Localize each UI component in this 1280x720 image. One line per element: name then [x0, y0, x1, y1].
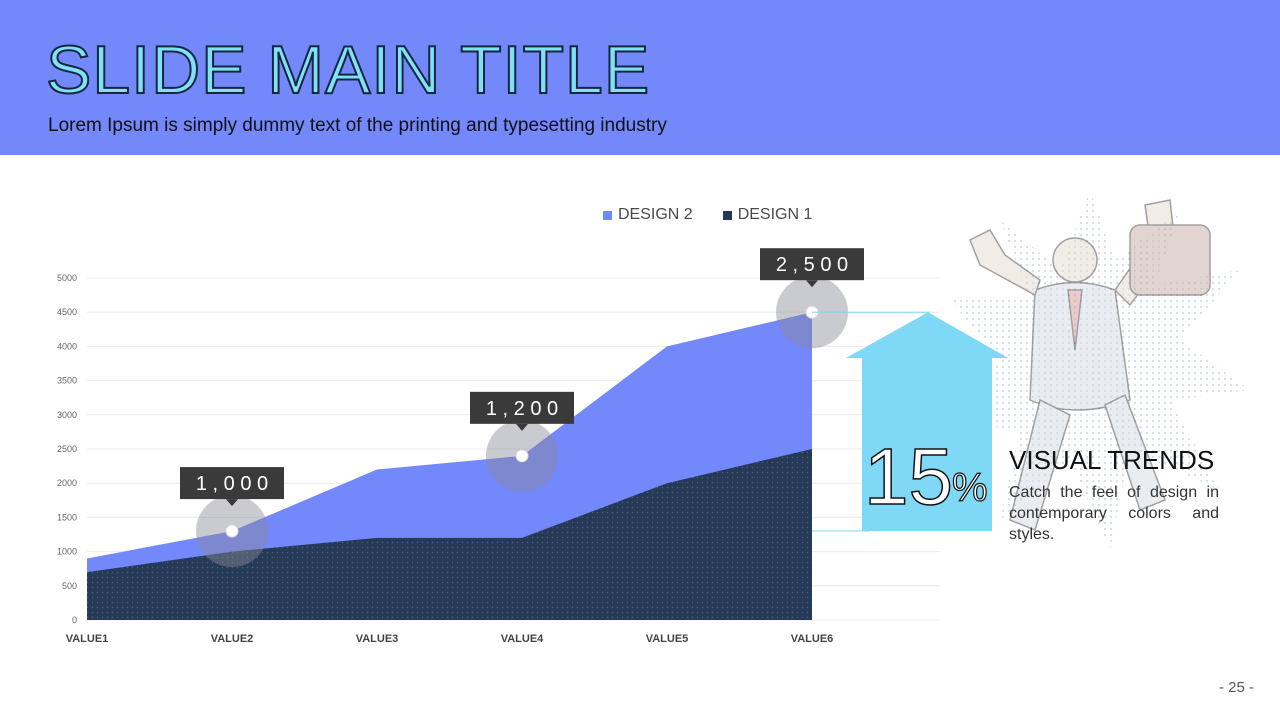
y-tick-label: 4500: [57, 307, 77, 317]
x-tick-label: VALUE1: [66, 633, 109, 645]
y-tick-label: 1500: [57, 512, 77, 522]
legend-item-design2: DESIGN 2: [603, 206, 693, 224]
callout-point: [515, 449, 529, 463]
callout-pointer: [516, 423, 528, 431]
callout-label: 1 , 0 0 0: [196, 473, 268, 495]
slide-title: SLIDE MAIN TITLE: [45, 31, 651, 109]
chart-legend: DESIGN 2 DESIGN 1: [603, 206, 812, 224]
legend-label: DESIGN 2: [618, 206, 693, 223]
callout-pointer: [806, 280, 818, 288]
legend-label: DESIGN 1: [737, 206, 813, 223]
y-tick-label: 3000: [57, 410, 77, 420]
x-tick-label: VALUE3: [356, 633, 399, 645]
page-number: - 25 -: [1218, 679, 1254, 696]
y-tick-label: 4000: [57, 341, 77, 351]
x-tick-label: VALUE4: [501, 633, 544, 645]
trend-arrow: [846, 312, 1008, 531]
trend-title: VISUAL TRENDS: [1009, 445, 1215, 475]
y-tick-label: 1000: [57, 547, 77, 557]
legend-swatch: [722, 210, 732, 220]
header-band: SLIDE MAIN TITLE Lorem Ipsum is simply d…: [0, 0, 1280, 155]
slide-subtitle: Lorem Ipsum is simply dummy text of the …: [48, 115, 667, 136]
percent-sign: %: [951, 465, 988, 510]
callout-label: 2 , 5 0 0: [776, 254, 848, 276]
callout-label: 1 , 2 0 0: [486, 398, 558, 420]
x-tick-label: VALUE2: [211, 633, 254, 645]
callout-box: [760, 248, 864, 281]
trend-description: Catch the feel of design in contemporary…: [1009, 484, 1219, 543]
legend-swatch: [603, 210, 612, 220]
percent-value: 15: [863, 431, 953, 522]
y-tick-label: 2000: [57, 478, 77, 488]
callout-box: [180, 467, 284, 500]
y-tick-label: 500: [62, 581, 77, 591]
y-tick-label: 0: [72, 615, 77, 625]
superhero-illustration: [940, 190, 1250, 550]
y-tick-label: 3500: [57, 376, 77, 386]
x-tick-label: VALUE6: [791, 633, 834, 645]
y-tick-label: 5000: [57, 273, 77, 283]
x-tick-label: VALUE5: [646, 633, 689, 645]
legend-item-design1: DESIGN 1: [722, 206, 813, 224]
y-tick-label: 2500: [57, 444, 77, 454]
callout-box: [470, 391, 574, 424]
area-series-design-1: [87, 449, 812, 620]
callout-point: [225, 524, 239, 538]
callout-pointer: [226, 499, 238, 507]
